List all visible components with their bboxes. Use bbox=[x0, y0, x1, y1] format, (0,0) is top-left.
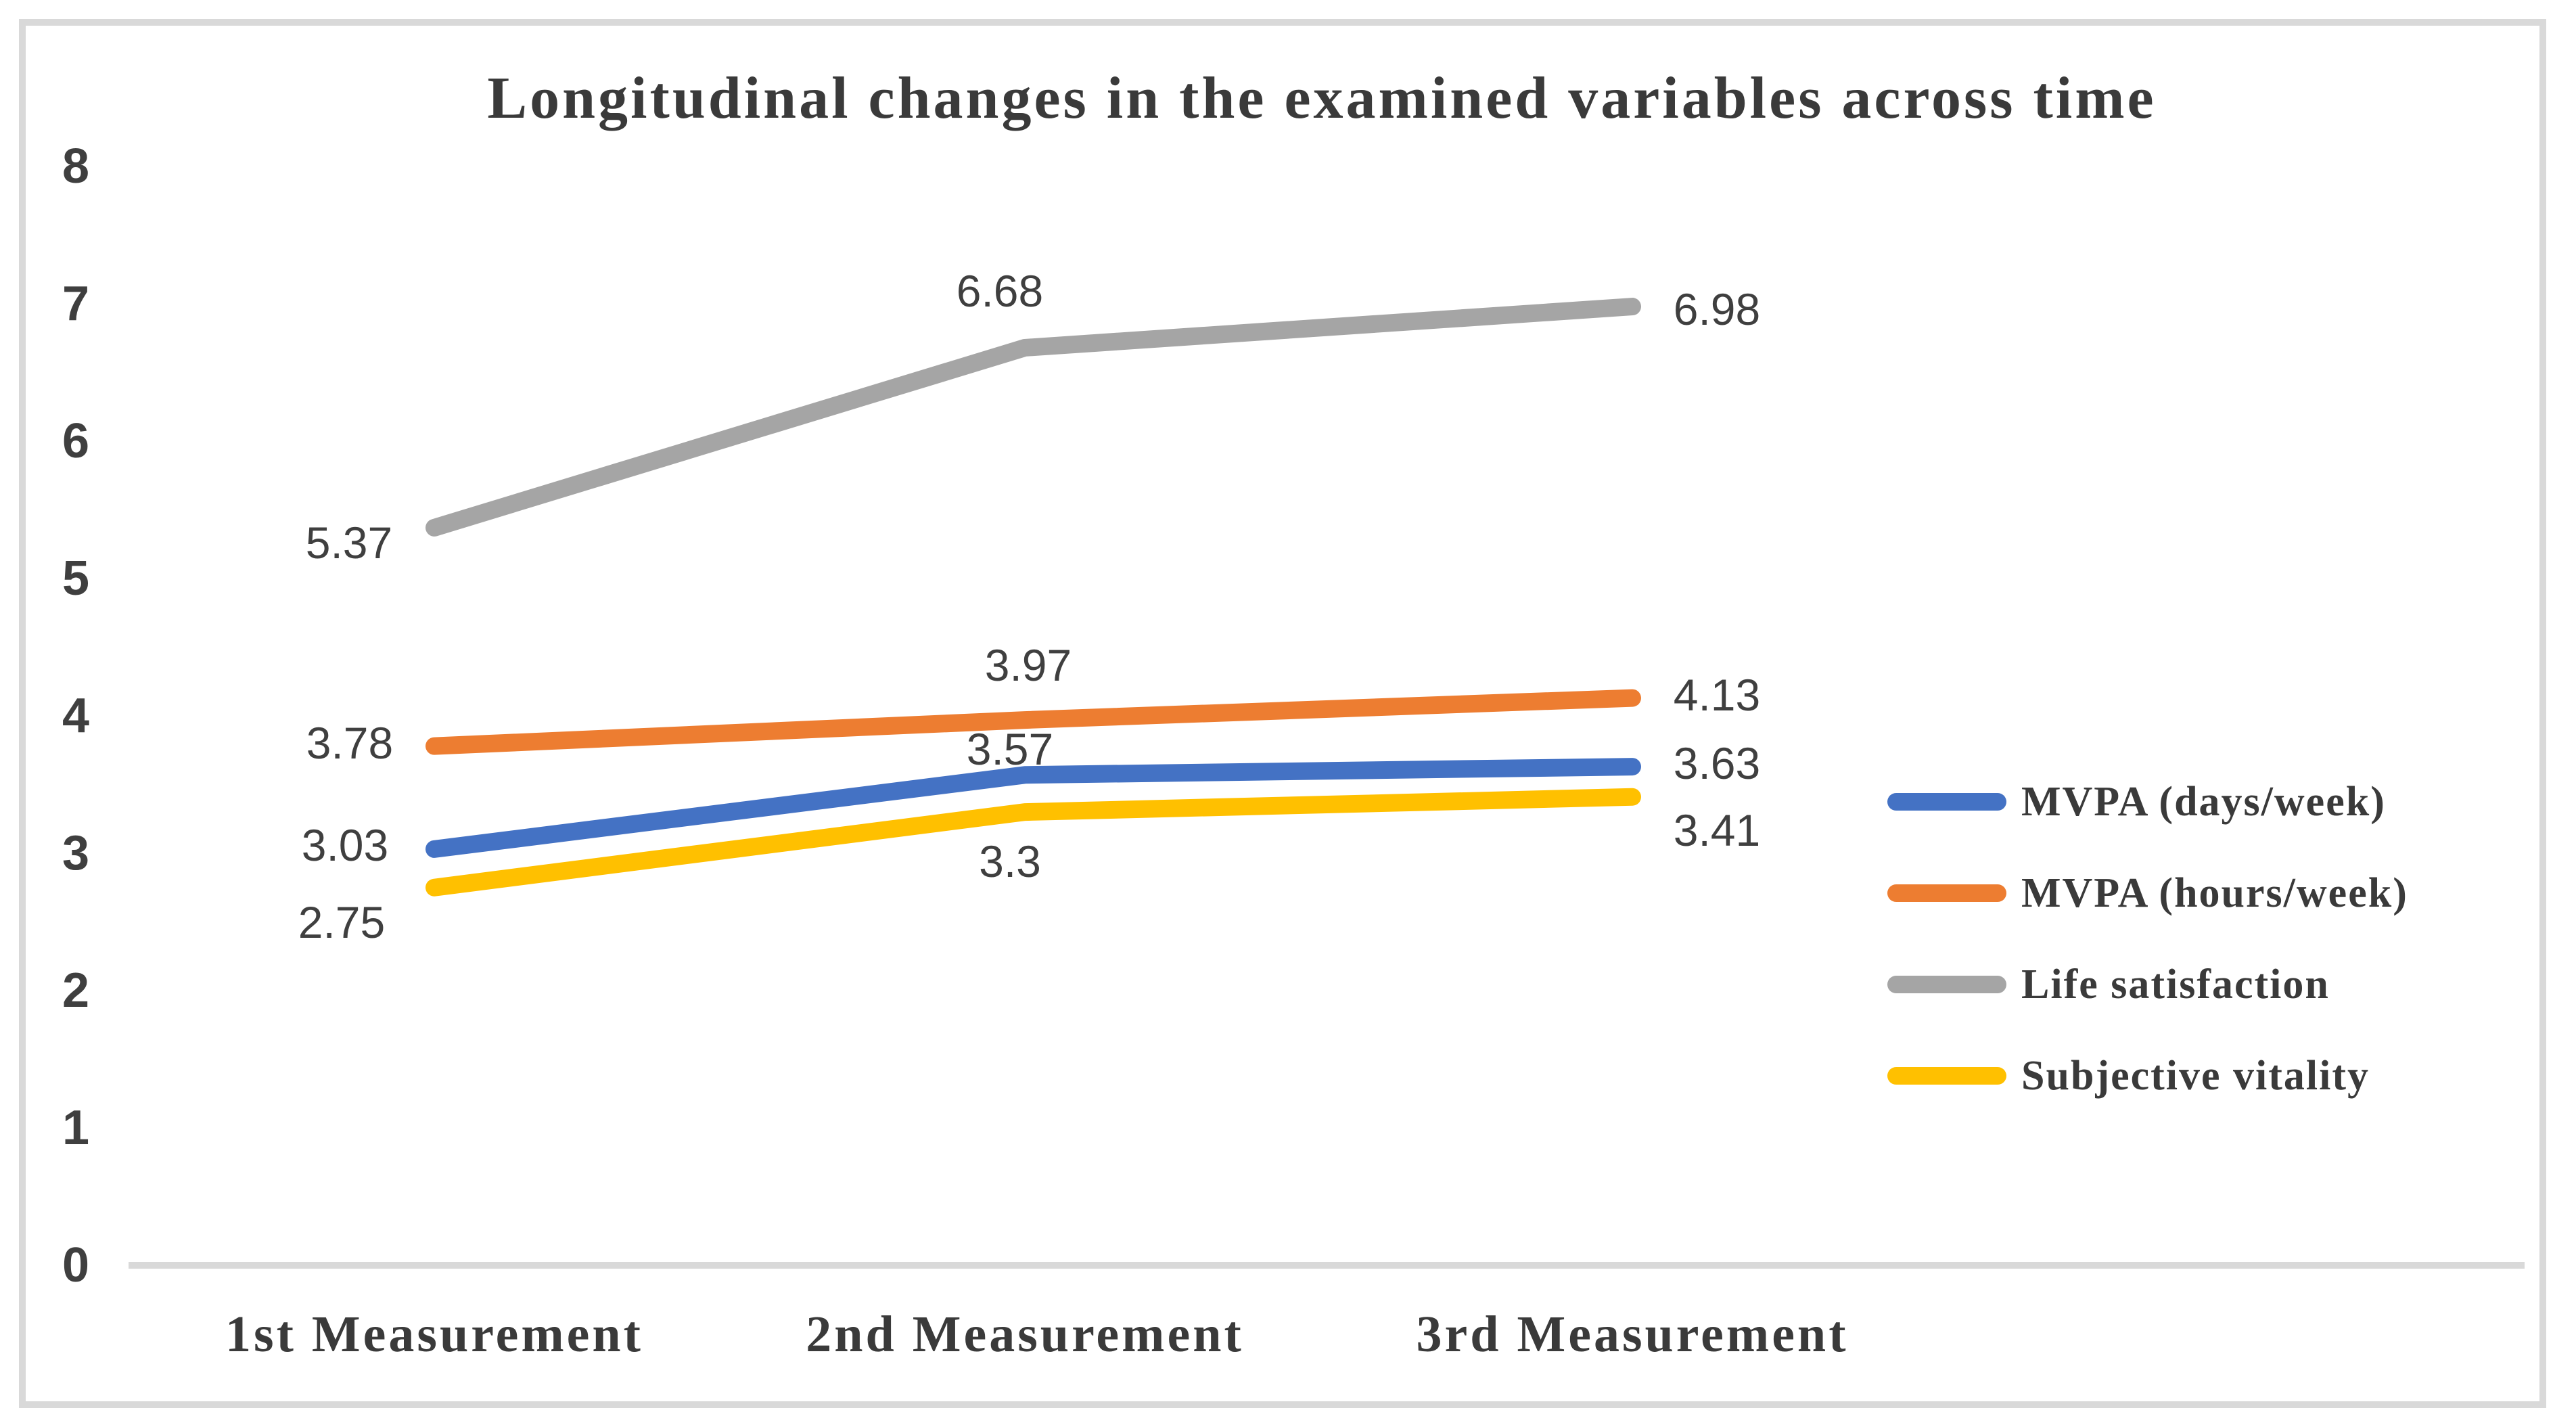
legend-item-subjective-vitality: Subjective vitality bbox=[1887, 1045, 2370, 1106]
data-label-life-satisfaction: 5.37 bbox=[305, 517, 393, 568]
data-label-life-satisfaction: 6.98 bbox=[1673, 284, 1761, 335]
series-line-mvpa-days-week bbox=[426, 758, 1641, 858]
legend-label: Subjective vitality bbox=[2021, 1053, 2370, 1099]
data-label-mvpa-days-week: 3.63 bbox=[1673, 738, 1761, 789]
legend-label: MVPA (days/week) bbox=[2021, 779, 2386, 825]
x-axis-category-label: 3rd Measurement bbox=[1416, 1306, 1849, 1363]
series-line-subjective-vitality bbox=[426, 788, 1641, 897]
chart-border bbox=[19, 19, 2546, 1408]
legend-line-swatch bbox=[1887, 976, 2006, 993]
data-label-life-satisfaction: 6.68 bbox=[956, 265, 1044, 316]
legend-line-swatch bbox=[1887, 884, 2006, 902]
legend-item-mvpa-hours-week: MVPA (hours/week) bbox=[1887, 863, 2408, 924]
data-label-subjective-vitality: 2.75 bbox=[298, 897, 386, 947]
data-label-mvpa-days-week: 3.03 bbox=[301, 819, 389, 870]
x-axis-category-label: 2nd Measurement bbox=[806, 1306, 1244, 1363]
series-line-mvpa-hours-week bbox=[426, 689, 1641, 755]
data-label-mvpa-hours-week: 4.13 bbox=[1673, 669, 1761, 720]
y-axis-tick-label: 2 bbox=[62, 964, 90, 1018]
data-label-mvpa-hours-week: 3.97 bbox=[984, 640, 1072, 691]
chart-title: Longitudinal changes in the examined var… bbox=[487, 66, 2157, 131]
series-line-life-satisfaction bbox=[426, 298, 1641, 537]
y-axis-tick-label: 8 bbox=[62, 139, 90, 194]
legend-line-swatch bbox=[1887, 1067, 2006, 1085]
data-label-subjective-vitality: 3.3 bbox=[979, 836, 1041, 887]
legend-item-life-satisfaction: Life satisfaction bbox=[1887, 954, 2330, 1015]
x-axis-category-label: 1st Measurement bbox=[225, 1306, 643, 1363]
data-label-mvpa-days-week: 3.57 bbox=[966, 724, 1054, 775]
y-axis-tick-label: 7 bbox=[62, 277, 90, 331]
data-label-subjective-vitality: 3.41 bbox=[1673, 805, 1761, 855]
legend-line-swatch bbox=[1887, 793, 2006, 811]
y-axis-tick-label: 6 bbox=[62, 414, 90, 468]
y-axis-tick-label: 1 bbox=[62, 1101, 90, 1155]
legend-label: Life satisfaction bbox=[2021, 961, 2330, 1007]
y-axis-tick-label: 5 bbox=[62, 551, 90, 606]
y-axis-tick-label: 0 bbox=[62, 1238, 90, 1292]
data-label-mvpa-hours-week: 3.78 bbox=[306, 717, 394, 768]
y-axis-tick-label: 4 bbox=[62, 689, 90, 743]
legend-label: MVPA (hours/week) bbox=[2021, 870, 2408, 916]
legend-item-mvpa-days-week: MVPA (days/week) bbox=[1887, 771, 2386, 832]
y-axis-tick-label: 3 bbox=[62, 826, 90, 880]
